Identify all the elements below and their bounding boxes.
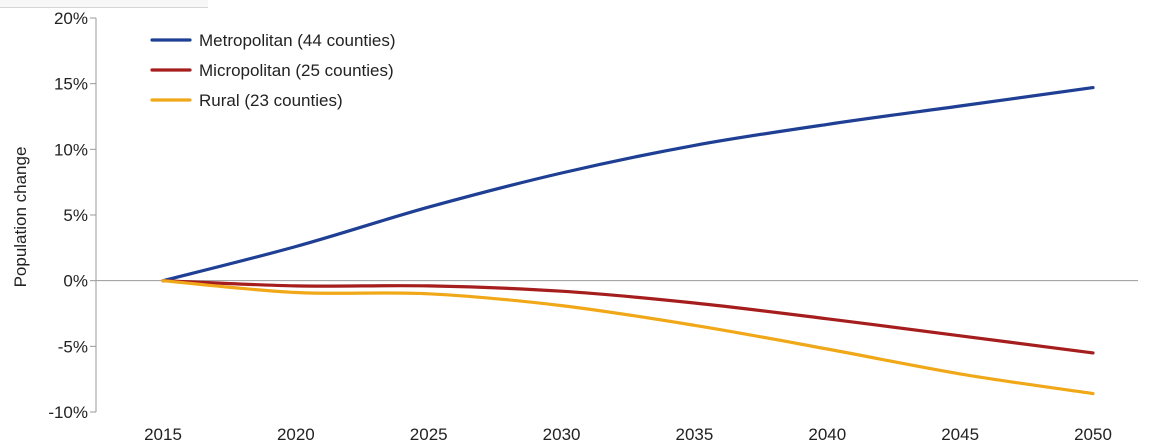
rural-series-line: [161, 279, 1095, 396]
legend-label: Micropolitan (25 counties): [199, 61, 394, 80]
x-tick-label: 2025: [410, 425, 448, 443]
x-tick-label: 2045: [941, 425, 979, 443]
x-tick-label: 2050: [1074, 425, 1112, 443]
legend-label: Metropolitan (44 counties): [199, 31, 396, 50]
legend-label: Rural (23 counties): [199, 91, 343, 110]
window-edge-strip: [0, 0, 208, 8]
y-tick-label: -5%: [58, 337, 88, 356]
x-tick-label: 2040: [808, 425, 846, 443]
x-tick-label: 2030: [543, 425, 581, 443]
y-tick-label: 10%: [54, 140, 88, 159]
y-tick-label: 5%: [63, 206, 88, 225]
y-axis-title: Population change: [11, 147, 30, 288]
x-tick-label: 2020: [277, 425, 315, 443]
metropolitan-series-line: [161, 86, 1095, 283]
x-tick-label: 2015: [144, 425, 182, 443]
y-tick-label: 20%: [54, 9, 88, 28]
series-layer: [161, 86, 1095, 396]
micropolitan-series-line: [161, 279, 1095, 355]
axes: -10% -5% 0% 5% 10% 15% 20% 2015 2020 2025 2030 2035…: [48, 9, 1138, 443]
y-tick-label: 0%: [63, 272, 88, 291]
y-tick-label: 15%: [54, 75, 88, 94]
y-tick-label: -10%: [48, 403, 88, 422]
legend: Metropolitan (44 counties) Micropolitan (…: [150, 31, 396, 110]
x-tick-label: 2035: [676, 425, 714, 443]
